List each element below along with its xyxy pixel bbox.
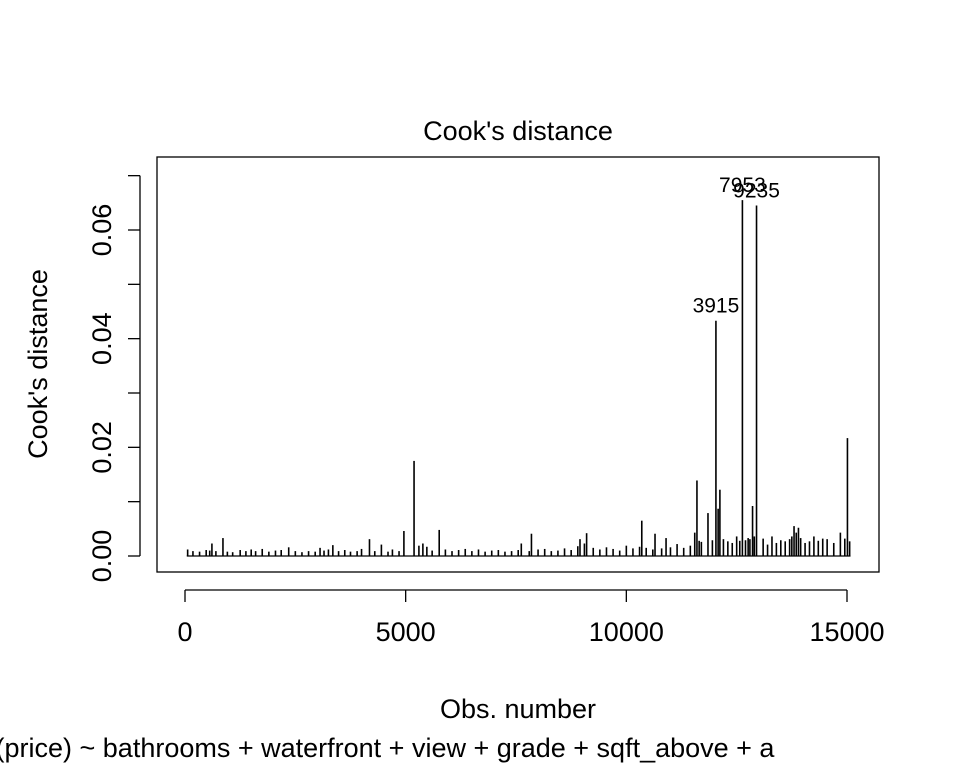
x-tick-label: 15000 — [809, 617, 884, 647]
chart-title: Cook's distance — [423, 116, 613, 146]
y-tick-label: 0.06 — [87, 204, 117, 257]
y-axis-label: Cook's distance — [23, 269, 53, 459]
x-tick-label: 10000 — [589, 617, 664, 647]
x-axis-label: Obs. number — [440, 694, 596, 724]
model-formula-subtitle: lm(log(price) ~ bathrooms + waterfront +… — [0, 733, 775, 763]
point-label: 3915 — [693, 295, 740, 318]
x-tick-label: 5000 — [376, 617, 436, 647]
y-tick-label: 0.00 — [87, 530, 117, 583]
x-tick-label: 0 — [177, 617, 192, 647]
bars-group — [186, 200, 851, 557]
y-tick-label: 0.04 — [87, 312, 117, 365]
y-tick-label: 0.02 — [87, 421, 117, 474]
plot-frame — [156, 156, 880, 573]
point-label: 9235 — [733, 180, 780, 203]
y-axis: 0.00 0.02 0.04 0.06 — [87, 175, 141, 583]
point-label: 7953 — [719, 174, 766, 197]
x-axis: 0 5000 10000 15000 — [177, 589, 885, 647]
